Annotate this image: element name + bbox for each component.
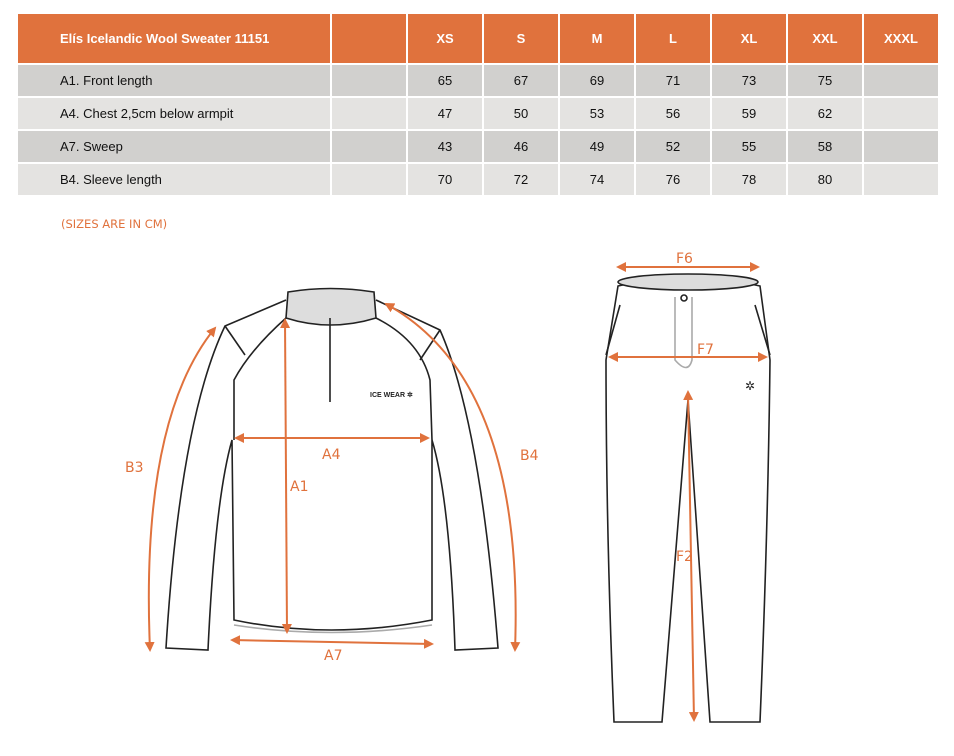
size-value: [864, 131, 938, 162]
row-label: A1. Front length: [18, 65, 330, 96]
blank-cell: [332, 164, 406, 195]
size-value: 59: [712, 98, 786, 129]
size-value: 62: [788, 98, 862, 129]
label-b4: B4: [520, 448, 539, 464]
size-value: 71: [636, 65, 710, 96]
blank-cell: [332, 131, 406, 162]
size-header: XXL: [788, 14, 862, 63]
table-row: A1. Front length 65 67 69 71 73 75: [18, 65, 938, 96]
measure-arrows: [144, 262, 768, 722]
size-value: 47: [408, 98, 482, 129]
size-value: 75: [788, 65, 862, 96]
size-header: L: [636, 14, 710, 63]
label-f2: F2: [676, 549, 693, 565]
row-label: A7. Sweep: [18, 131, 330, 162]
table-row: B4. Sleeve length 70 72 74 76 78 80: [18, 164, 938, 195]
blank-header: [332, 14, 406, 63]
size-value: 50: [484, 98, 558, 129]
label-a1: A1: [290, 479, 308, 495]
units-note: (SIZES ARE IN CM): [61, 217, 168, 231]
size-value: 53: [560, 98, 634, 129]
table-row: A4. Chest 2,5cm below armpit 47 50 53 56 59 62: [18, 98, 938, 129]
size-chart-table: Elís Icelandic Wool Sweater 11151 XS S M…: [16, 12, 940, 197]
blank-cell: [332, 65, 406, 96]
size-value: 49: [560, 131, 634, 162]
row-label: A4. Chest 2,5cm below armpit: [18, 98, 330, 129]
f2-arrow: [683, 390, 699, 722]
size-value: 56: [636, 98, 710, 129]
logo-icon: ✲: [745, 379, 755, 393]
label-b3: B3: [125, 460, 144, 476]
logo: ICE WEAR ✲: [370, 391, 413, 399]
size-value: 46: [484, 131, 558, 162]
size-header: M: [560, 14, 634, 63]
table-title: Elís Icelandic Wool Sweater 11151: [18, 14, 330, 63]
size-value: 43: [408, 131, 482, 162]
size-value: 70: [408, 164, 482, 195]
sweater-illustration: [165, 287, 499, 651]
size-value: 73: [712, 65, 786, 96]
label-f6: F6: [676, 251, 693, 267]
blank-cell: [332, 98, 406, 129]
table-row: A7. Sweep 43 46 49 52 55 58: [18, 131, 938, 162]
size-value: 55: [712, 131, 786, 162]
size-value: 74: [560, 164, 634, 195]
size-header: XXXL: [864, 14, 938, 63]
a7-arrow: [230, 635, 434, 649]
pants-illustration: [605, 273, 771, 723]
size-value: 65: [408, 65, 482, 96]
size-value: 76: [636, 164, 710, 195]
label-f7: F7: [697, 342, 714, 358]
size-header: XS: [408, 14, 482, 63]
size-value: 52: [636, 131, 710, 162]
size-value: 78: [712, 164, 786, 195]
size-value: 69: [560, 65, 634, 96]
row-label: B4. Sleeve length: [18, 164, 330, 195]
size-value: [864, 98, 938, 129]
a1-arrow: [280, 318, 292, 634]
b3-arrow: [144, 326, 217, 652]
size-header: S: [484, 14, 558, 63]
size-value: 58: [788, 131, 862, 162]
size-value: 67: [484, 65, 558, 96]
size-value: 72: [484, 164, 558, 195]
b4-arrow: [384, 303, 521, 652]
size-value: [864, 164, 938, 195]
size-header: XL: [712, 14, 786, 63]
label-a7: A7: [324, 648, 342, 664]
size-value: 80: [788, 164, 862, 195]
label-a4: A4: [322, 447, 341, 463]
size-value: [864, 65, 938, 96]
